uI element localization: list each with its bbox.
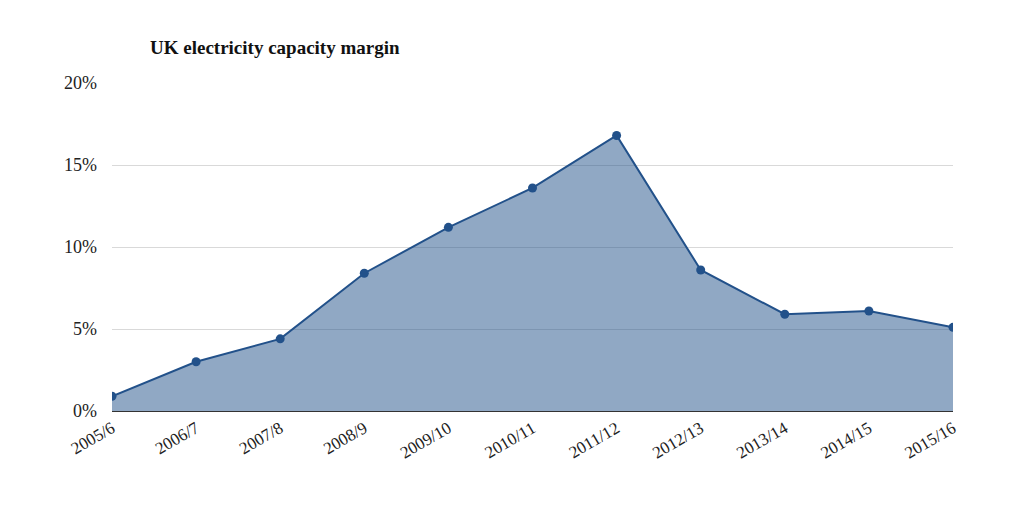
svg-text:2009/10: 2009/10 bbox=[397, 418, 455, 462]
svg-text:2010/11: 2010/11 bbox=[482, 418, 539, 462]
svg-text:2006/7: 2006/7 bbox=[152, 418, 203, 458]
svg-text:10%: 10% bbox=[64, 237, 97, 257]
svg-text:2015/16: 2015/16 bbox=[901, 418, 959, 462]
svg-text:0%: 0% bbox=[73, 401, 97, 421]
svg-text:5%: 5% bbox=[73, 319, 97, 339]
svg-text:2013/14: 2013/14 bbox=[733, 418, 791, 463]
svg-text:UK electricity capacity margin: UK electricity capacity margin bbox=[150, 37, 400, 58]
svg-text:2011/12: 2011/12 bbox=[566, 418, 623, 462]
svg-text:2007/8: 2007/8 bbox=[236, 418, 286, 458]
svg-text:2008/9: 2008/9 bbox=[320, 418, 370, 458]
svg-text:2012/13: 2012/13 bbox=[649, 418, 707, 462]
svg-text:2005/6: 2005/6 bbox=[68, 418, 118, 458]
svg-text:2014/15: 2014/15 bbox=[817, 418, 875, 462]
svg-text:15%: 15% bbox=[64, 155, 97, 175]
svg-text:20%: 20% bbox=[64, 73, 97, 93]
